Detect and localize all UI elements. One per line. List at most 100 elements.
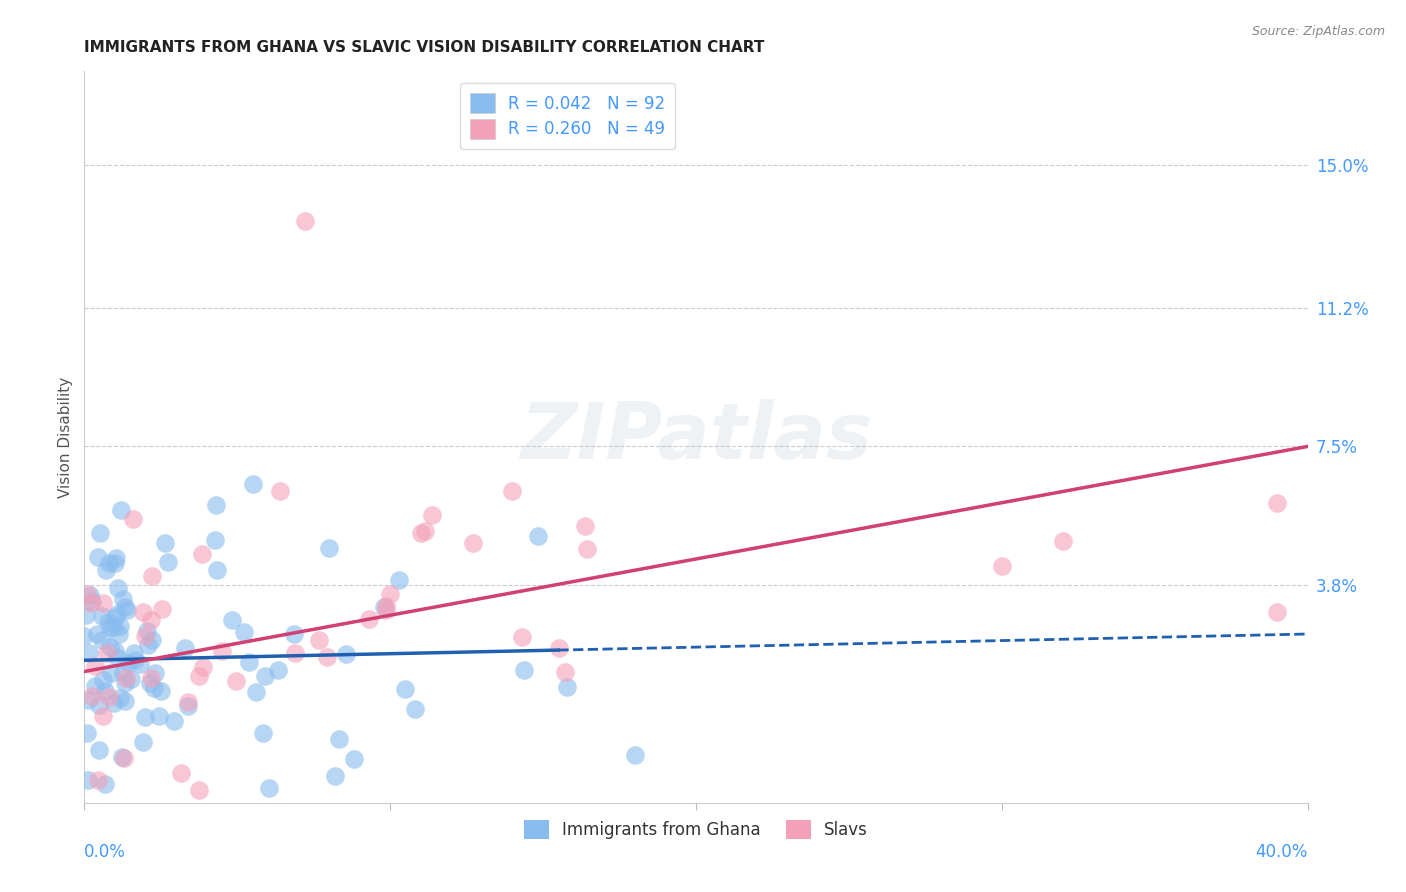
Point	[150, 601, 173, 615]
Point	[225, 674, 247, 689]
Point	[335, 647, 357, 661]
Point	[136, 624, 159, 638]
Point	[107, 607, 129, 622]
Point	[77, 773, 100, 788]
Point	[188, 783, 211, 797]
Point	[77, 646, 100, 660]
Point	[242, 477, 264, 491]
Point	[124, 653, 146, 667]
Point	[318, 541, 340, 555]
Point	[75, 607, 97, 622]
Point	[238, 655, 260, 669]
Point	[93, 596, 115, 610]
Point	[555, 680, 578, 694]
Text: 40.0%: 40.0%	[1256, 843, 1308, 861]
Point	[141, 614, 163, 628]
Point	[108, 619, 131, 633]
Point	[82, 594, 104, 608]
Point	[117, 656, 139, 670]
Point	[991, 559, 1014, 574]
Point	[108, 627, 131, 641]
Point	[156, 555, 179, 569]
Point	[104, 556, 127, 570]
Point	[284, 646, 307, 660]
Point	[84, 680, 107, 694]
Point	[107, 582, 129, 596]
Point	[177, 699, 200, 714]
Point	[409, 525, 432, 540]
Point	[132, 735, 155, 749]
Point	[93, 776, 115, 790]
Point	[359, 612, 381, 626]
Point	[315, 650, 337, 665]
Point	[86, 549, 108, 564]
Point	[73, 629, 96, 643]
Point	[254, 669, 277, 683]
Text: Source: ZipAtlas.com: Source: ZipAtlas.com	[1251, 25, 1385, 38]
Point	[575, 542, 598, 557]
Point	[120, 672, 142, 686]
Point	[328, 732, 350, 747]
Point	[134, 710, 156, 724]
Point	[221, 613, 243, 627]
Point	[122, 646, 145, 660]
Text: ZIPatlas: ZIPatlas	[520, 399, 872, 475]
Point	[86, 626, 108, 640]
Text: 0.0%: 0.0%	[84, 843, 127, 861]
Point	[79, 588, 101, 602]
Text: IMMIGRANTS FROM GHANA VS SLAVIC VISION DISABILITY CORRELATION CHART: IMMIGRANTS FROM GHANA VS SLAVIC VISION D…	[84, 40, 765, 55]
Point	[153, 535, 176, 549]
Point	[343, 752, 366, 766]
Point	[134, 629, 156, 643]
Point	[404, 702, 426, 716]
Point	[143, 681, 166, 695]
Point	[98, 640, 121, 655]
Point	[80, 597, 103, 611]
Legend: Immigrants from Ghana, Slavs: Immigrants from Ghana, Slavs	[517, 814, 875, 846]
Point	[191, 547, 214, 561]
Point	[170, 766, 193, 780]
Point	[510, 630, 533, 644]
Point	[394, 681, 416, 696]
Point	[128, 657, 150, 672]
Point	[104, 644, 127, 658]
Point	[87, 772, 110, 787]
Point	[205, 498, 228, 512]
Point	[266, 663, 288, 677]
Point	[121, 512, 143, 526]
Point	[294, 214, 316, 228]
Point	[76, 586, 98, 600]
Point	[257, 781, 280, 796]
Point	[105, 551, 128, 566]
Point	[97, 615, 120, 629]
Point	[103, 697, 125, 711]
Point	[191, 659, 214, 673]
Point	[132, 605, 155, 619]
Point	[91, 632, 114, 647]
Point	[624, 747, 647, 762]
Point	[91, 673, 114, 687]
Point	[114, 675, 136, 690]
Point	[211, 644, 233, 658]
Point	[136, 638, 159, 652]
Point	[380, 587, 402, 601]
Point	[413, 524, 436, 538]
Point	[163, 714, 186, 728]
Point	[111, 665, 134, 680]
Y-axis label: Vision Disability: Vision Disability	[58, 376, 73, 498]
Point	[110, 503, 132, 517]
Point	[173, 640, 195, 655]
Point	[89, 525, 111, 540]
Point	[177, 695, 200, 709]
Point	[387, 574, 409, 588]
Point	[245, 685, 267, 699]
Point	[461, 536, 484, 550]
Point	[115, 603, 138, 617]
Point	[108, 691, 131, 706]
Point	[1265, 496, 1288, 510]
Point	[187, 669, 209, 683]
Point	[233, 624, 256, 639]
Point	[204, 533, 226, 547]
Point	[80, 690, 103, 704]
Point	[90, 608, 112, 623]
